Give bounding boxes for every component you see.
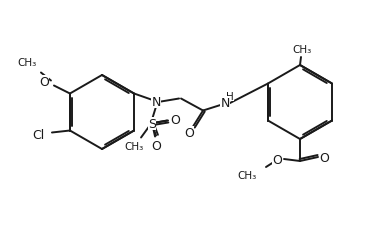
Text: O: O xyxy=(170,114,180,126)
Text: O: O xyxy=(151,140,161,152)
Text: CH₃: CH₃ xyxy=(238,170,257,180)
Text: N: N xyxy=(151,96,161,108)
Text: S: S xyxy=(148,118,156,130)
Text: Cl: Cl xyxy=(33,128,45,141)
Text: N: N xyxy=(220,96,230,110)
Text: H: H xyxy=(226,91,234,101)
Text: O: O xyxy=(272,153,282,166)
Text: CH₃: CH₃ xyxy=(292,45,312,55)
Text: O: O xyxy=(39,76,49,89)
Text: CH₃: CH₃ xyxy=(18,57,37,67)
Text: O: O xyxy=(319,151,329,164)
Text: O: O xyxy=(184,126,194,140)
Text: CH₃: CH₃ xyxy=(124,142,143,152)
